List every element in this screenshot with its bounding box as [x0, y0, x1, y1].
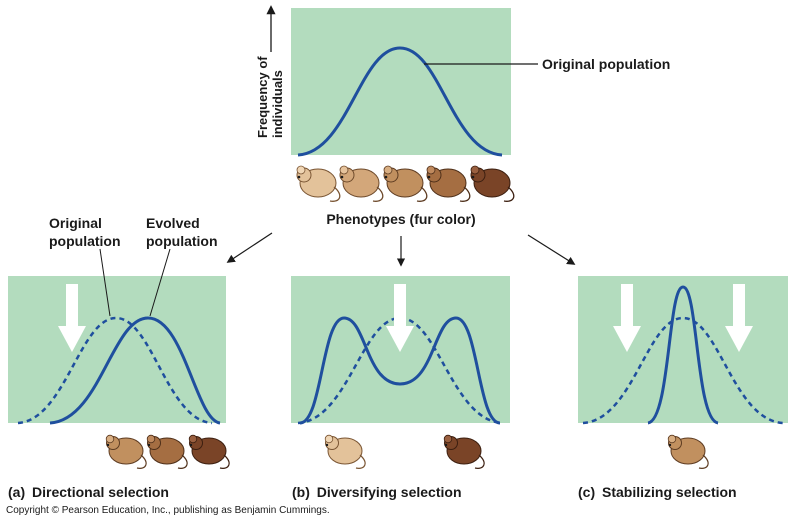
panel-c-letter: (c)	[578, 484, 595, 500]
panel-b-title: (b) Diversifying selection	[292, 484, 462, 500]
mouse-icon-3	[383, 165, 428, 202]
panel-a-letter: (a)	[8, 484, 25, 500]
panel-a-title: (a) Directional selection	[8, 484, 169, 500]
original-population-panel	[291, 8, 511, 155]
panel-b-evolved-curve	[299, 316, 501, 425]
panel-c-selection-arrow-right-icon	[725, 284, 753, 352]
panel-b-letter: (b)	[292, 484, 310, 500]
panel-c-title-text: Stabilizing selection	[602, 484, 737, 500]
x-axis-label: Phenotypes (fur color)	[326, 211, 475, 227]
panel-a-mouse-icon-3	[188, 434, 230, 469]
panel-a-original-label-2: population	[49, 233, 121, 249]
y-axis-label-line1: Frequency of	[255, 56, 270, 138]
panel-c-plot	[578, 276, 788, 423]
mouse-icon-1	[296, 165, 341, 202]
panel-b-title-text: Diversifying selection	[317, 484, 462, 500]
panel-a-original-label-1: Original	[49, 215, 102, 231]
panel-a-original-leader	[99, 248, 111, 317]
panel-a-original-curve	[17, 316, 213, 425]
panel-a-evolved-curve	[49, 316, 221, 425]
mouse-icon-4	[426, 165, 471, 202]
panel-b-mouse-icon-2	[443, 434, 485, 469]
panel-a-title-text: Directional selection	[32, 484, 169, 500]
panel-a-evolved-label-1: Evolved	[146, 215, 200, 231]
panel-a-mouse-icon-1	[105, 434, 147, 469]
panel-a-plot	[8, 276, 226, 423]
panel-c-original-curve	[582, 316, 784, 425]
arrow-to-panel-a	[226, 232, 273, 263]
panel-b-original-curve	[297, 316, 503, 425]
panel-b-selection-arrow-icon	[386, 284, 414, 352]
arrow-to-panel-c	[527, 234, 576, 265]
panel-c-mouse-icon	[667, 434, 709, 469]
y-axis-label-line2: individuals	[270, 70, 285, 138]
panel-b-mouse-icon-1	[324, 434, 366, 469]
original-population-curve	[297, 46, 503, 157]
panel-a-evolved-leader	[149, 248, 171, 317]
mouse-icon-2	[339, 165, 384, 202]
panel-c-title: (c) Stabilizing selection	[578, 484, 737, 500]
panel-a-mouse-icon-2	[146, 434, 188, 469]
mouse-icon-5	[470, 165, 515, 202]
panel-c-selection-arrow-left-icon	[613, 284, 641, 352]
panel-c-evolved-curve	[647, 285, 719, 425]
panel-a-evolved-label-2: population	[146, 233, 218, 249]
panel-a-selection-arrow-icon	[58, 284, 86, 352]
original-population-label: Original population	[542, 56, 670, 72]
copyright-notice: Copyright © Pearson Education, Inc., pub…	[6, 505, 330, 516]
